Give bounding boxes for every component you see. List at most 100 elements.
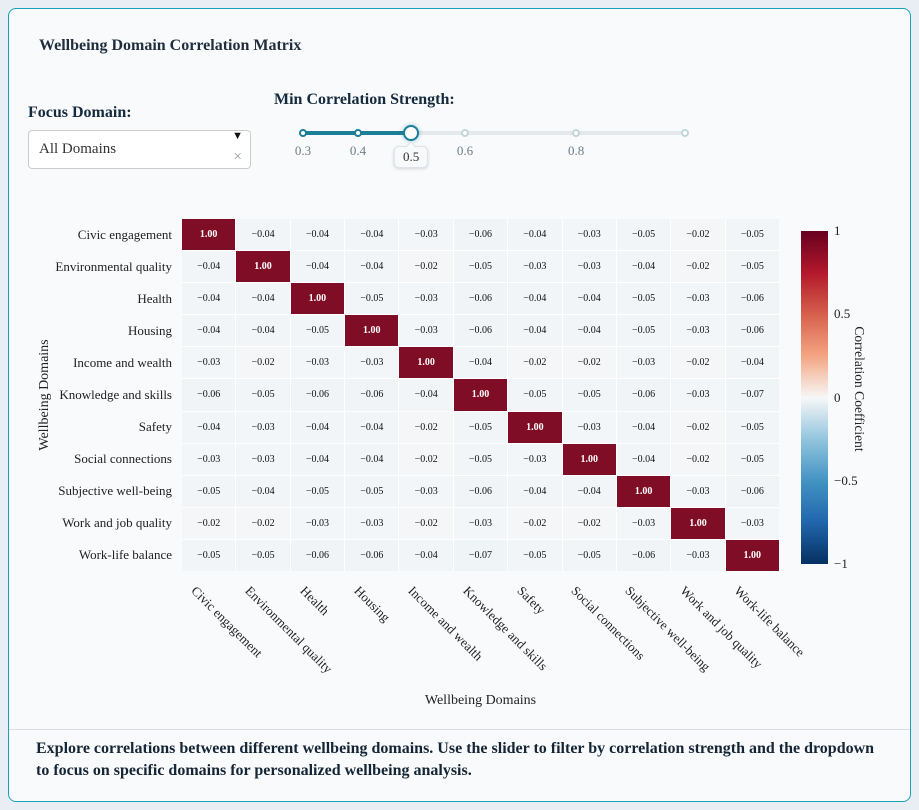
heatmap-cell: −0.06 — [616, 539, 671, 571]
heatmap-cell: 1.00 — [345, 315, 399, 347]
heatmap-cell: −0.04 — [182, 411, 236, 443]
slider-mark-label[interactable]: 0.4 — [349, 143, 367, 158]
heatmap-cell: −0.06 — [345, 379, 399, 411]
heatmap-cell: 1.00 — [508, 411, 562, 443]
heatmap-cell: −0.04 — [290, 251, 345, 283]
heatmap-cell: −0.02 — [671, 443, 725, 475]
heatmap-cell: −0.06 — [453, 283, 508, 315]
y-tick-label: Civic engagement — [77, 227, 172, 242]
heatmap-cell: −0.02 — [399, 411, 453, 443]
heatmap-cell: −0.03 — [236, 411, 290, 443]
slider-mark-dot[interactable] — [681, 129, 689, 137]
heatmap-cell: −0.04 — [345, 251, 399, 283]
colorbar-tick-label: 1 — [834, 223, 841, 238]
heatmap-cell: −0.04 — [290, 443, 345, 475]
heatmap-cell: −0.04 — [562, 315, 616, 347]
heatmap-cell: −0.02 — [236, 347, 290, 379]
heatmap-cell: −0.04 — [616, 251, 671, 283]
heatmap-cell: 1.00 — [236, 251, 290, 283]
heatmap-cell: 1.00 — [399, 347, 453, 379]
slider-rail[interactable] — [303, 131, 685, 135]
heatmap-cell: −0.03 — [345, 347, 399, 379]
slider-mark-dot[interactable] — [572, 129, 581, 137]
heatmap-cell: −0.03 — [725, 507, 779, 539]
divider — [9, 729, 910, 730]
heatmap-cell: 1.00 — [562, 443, 616, 475]
heatmap-cell: −0.04 — [725, 347, 779, 379]
y-tick-labels: Civic engagement Environmental quality Hea… — [23, 219, 177, 571]
heatmap-cell: −0.05 — [345, 283, 399, 315]
heatmap-cell: −0.03 — [671, 283, 725, 315]
heatmap-cell: −0.03 — [508, 443, 562, 475]
slider-mark-dot[interactable] — [460, 129, 469, 137]
heatmap-cell: −0.03 — [236, 443, 290, 475]
heatmap-cell: −0.03 — [345, 507, 399, 539]
heatmap-cell: −0.06 — [453, 219, 508, 251]
heatmap-cell: −0.05 — [562, 539, 616, 571]
heatmap-cell: −0.03 — [399, 475, 453, 507]
heatmap-cell: −0.02 — [671, 219, 725, 251]
heatmap-cell: −0.03 — [616, 347, 671, 379]
colorbar: 1 0.5 0 −0.5 −1 — [801, 223, 858, 571]
dropdown-clear-icon[interactable]: × — [233, 149, 242, 165]
heatmap-cell: 1.00 — [725, 539, 779, 571]
heatmap-cell: −0.02 — [671, 251, 725, 283]
heatmap-cell: −0.06 — [725, 315, 779, 347]
heatmap-cell: −0.04 — [616, 411, 671, 443]
heatmap-cell: 1.00 — [453, 379, 508, 411]
colorbar-title: Correlation Coefficient — [852, 326, 867, 452]
slider-mark-label[interactable]: 0.3 — [294, 143, 312, 158]
heatmap-cell: −0.03 — [399, 219, 453, 251]
heatmap-cell: −0.04 — [236, 283, 290, 315]
page-title: Wellbeing Domain Correlation Matrix — [39, 37, 302, 54]
heatmap-cell: −0.06 — [453, 475, 508, 507]
y-tick-label: Housing — [127, 323, 172, 338]
heatmap-cell: 1.00 — [290, 283, 345, 315]
heatmap-cell: −0.05 — [453, 443, 508, 475]
heatmap-cell: −0.06 — [616, 379, 671, 411]
slider-handle[interactable] — [403, 125, 420, 141]
focus-domain-dropdown[interactable]: All Domains ▼ × — [28, 130, 251, 169]
heatmap-cell: −0.03 — [671, 539, 725, 571]
heatmap-cell: −0.04 — [182, 315, 236, 347]
dropdown-arrow-icon[interactable]: ▼ — [232, 130, 243, 142]
heatmap-cell: −0.02 — [562, 347, 616, 379]
heatmap-cell: −0.05 — [725, 443, 779, 475]
dropdown-selected-value: All Domains — [39, 141, 117, 157]
heatmap-cell: −0.03 — [671, 379, 725, 411]
min-correlation-slider[interactable]: 0.3 0.4 0.6 0.8 0.5 — [295, 115, 689, 175]
heatmap-cell: −0.05 — [345, 475, 399, 507]
heatmap-cell: −0.03 — [671, 315, 725, 347]
heatmap-cell: −0.03 — [182, 443, 236, 475]
colorbar-tick-label: 0 — [834, 389, 841, 405]
heatmap-cell: −0.06 — [290, 539, 345, 571]
heatmap-cell: −0.05 — [562, 379, 616, 411]
heatmap-cell: −0.04 — [508, 475, 562, 507]
heatmap-cell: −0.03 — [616, 507, 671, 539]
colorbar-tick-label: −0.5 — [834, 472, 858, 488]
slider-mark-dot[interactable] — [299, 129, 307, 137]
heatmap-cell: −0.02 — [399, 251, 453, 283]
heatmap-cell: −0.05 — [236, 379, 290, 411]
heatmap-cell: −0.02 — [562, 507, 616, 539]
heatmap-cell: −0.03 — [562, 219, 616, 251]
heatmap-cell: −0.03 — [290, 347, 345, 379]
slider-mark-label[interactable]: 0.8 — [568, 143, 585, 158]
heatmap-cell: 1.00 — [616, 475, 671, 507]
dashboard-card: Wellbeing Domain Correlation Matrix Focu… — [8, 8, 911, 802]
slider-value-tooltip: 0.5 — [393, 146, 429, 168]
colorbar-tick-label: 0.5 — [834, 306, 851, 322]
footer-description: Explore correlations between different w… — [36, 740, 875, 779]
slider-mark-dot[interactable] — [354, 129, 362, 137]
y-tick-label: Knowledge and skills — [59, 387, 172, 402]
heatmap-cell: −0.04 — [236, 219, 290, 251]
correlation-heatmap: 1.00 −0.04 −0.04 −0.04 −0.03 −0.06 −0.04 −0.03−… — [182, 219, 779, 571]
heatmap-cell: −0.04 — [508, 219, 562, 251]
heatmap-cell: −0.04 — [182, 283, 236, 315]
heatmap-cell: −0.04 — [345, 411, 399, 443]
slider-mark-label[interactable]: 0.6 — [456, 143, 474, 158]
x-axis-title: Wellbeing Domains — [424, 693, 537, 708]
heatmap-cell: 1.00 — [671, 507, 725, 539]
y-tick-label: Work and job quality — [62, 515, 172, 530]
heatmap-cell: −0.06 — [725, 475, 779, 507]
